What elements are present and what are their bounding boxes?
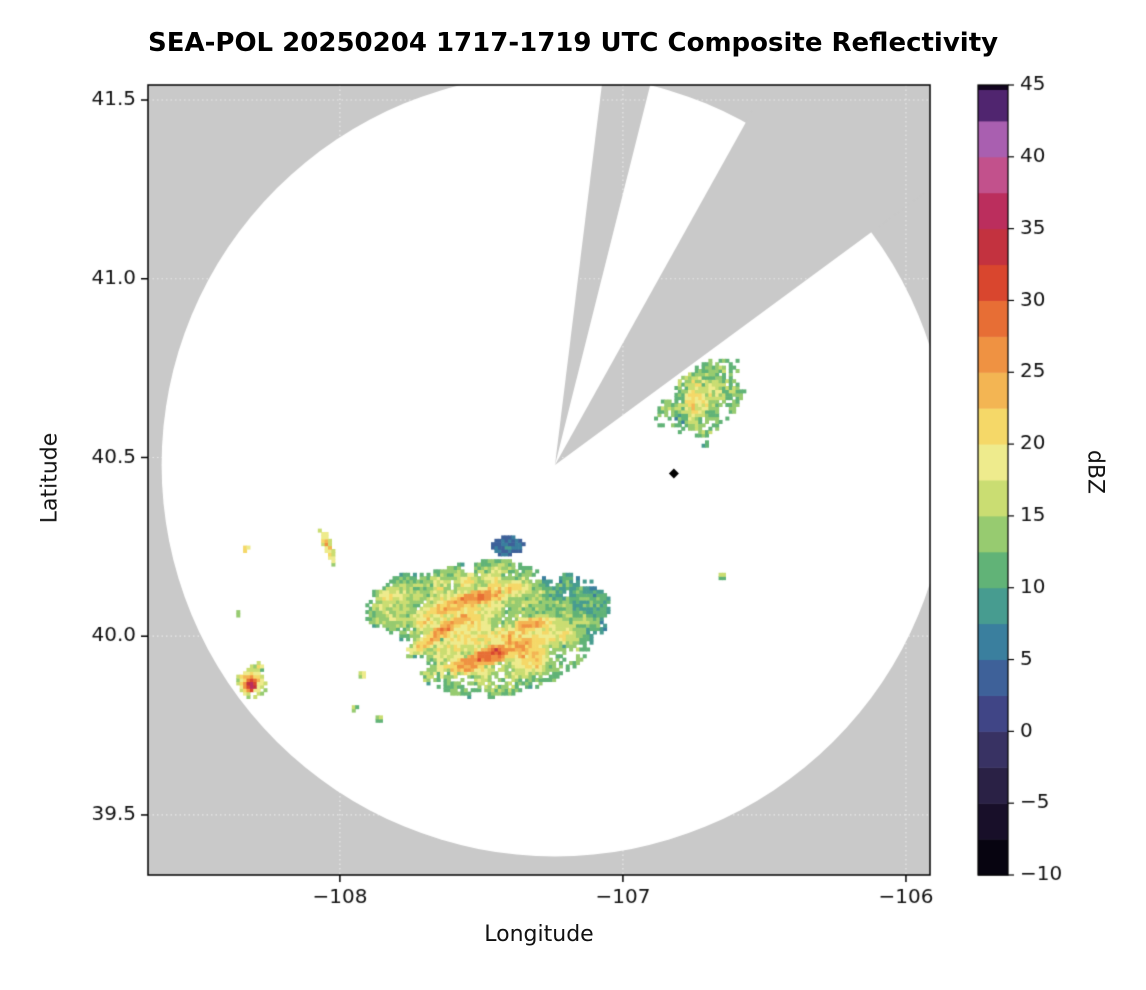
chart-title: SEA-POL 20250204 1717-1719 UTC Composite…: [148, 28, 999, 58]
x-axis-label: Longitude: [484, 922, 594, 947]
colorbar-label: dBZ: [1082, 449, 1108, 495]
y-axis-label: Latitude: [37, 432, 63, 524]
